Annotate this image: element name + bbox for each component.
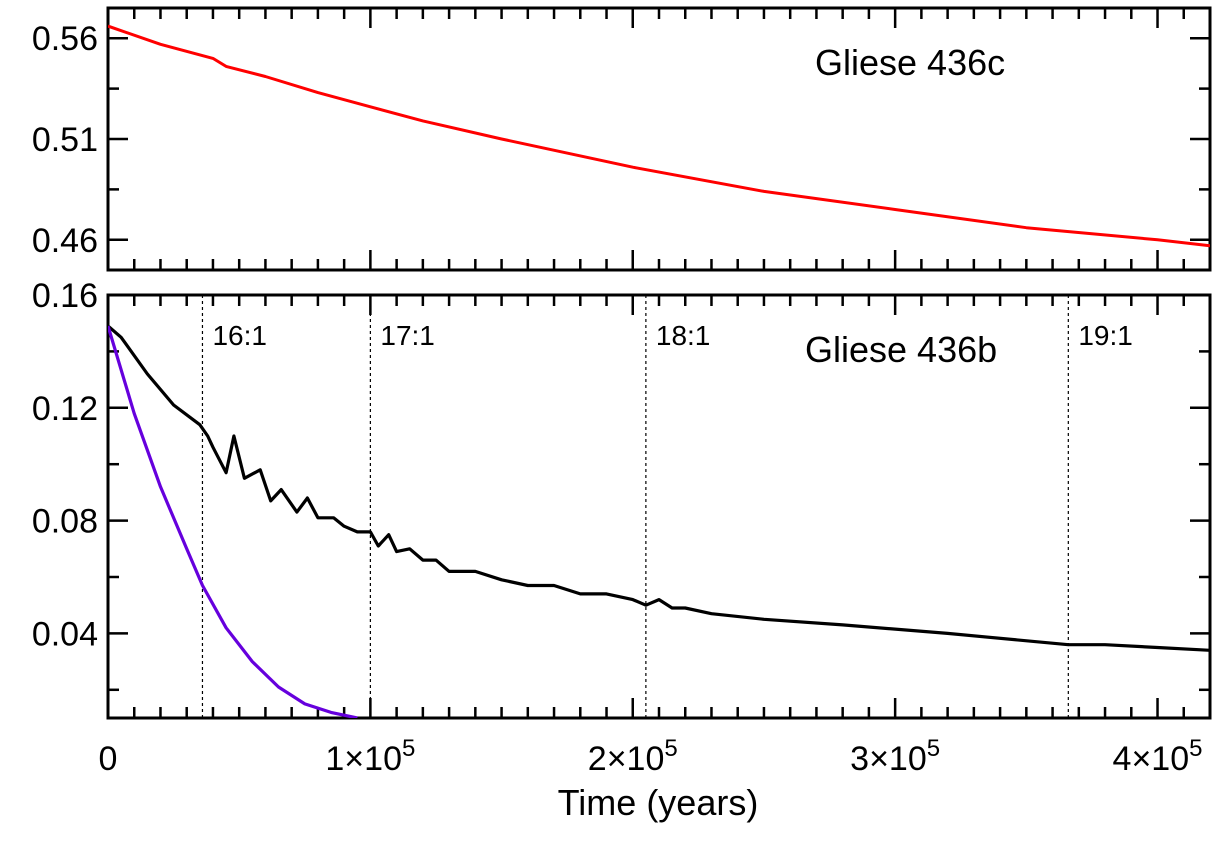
x-tick-label: 3×105 <box>850 735 940 778</box>
x-tick-label: 0 <box>99 740 118 778</box>
x-tick-label: 1×105 <box>325 735 415 778</box>
y-tick-label: 0.46 <box>32 222 98 260</box>
series-line-0 <box>108 24 1210 248</box>
resonance-label: 19:1 <box>1078 320 1133 351</box>
y-tick-label: 0.51 <box>32 121 98 159</box>
x-axis-label: Time (years) <box>558 782 759 823</box>
panel-annotation: Gliese 436c <box>815 42 1005 83</box>
bottom-panel: 0.04 0.08 0.12 0.16 0 1×105 2×105 3×105 4×105 16:… <box>32 277 1212 778</box>
x-tick-label: 4×105 <box>1113 735 1203 778</box>
y-tick-label: 0.04 <box>32 615 98 653</box>
series-line-1 <box>108 325 358 718</box>
series-line-0 <box>108 324 1210 652</box>
panel-annotation: Gliese 436b <box>805 329 997 370</box>
y-tick-label: 0.12 <box>32 390 98 428</box>
y-tick-label: 0.56 <box>32 20 98 58</box>
y-tick-label: 0.08 <box>32 503 98 541</box>
top-panel: 0.46 0.51 0.56 Gliese 436c <box>32 6 1212 272</box>
resonance-label: 16:1 <box>212 320 267 351</box>
plot-frame <box>106 293 1212 720</box>
resonance-label: 17:1 <box>380 320 435 351</box>
y-tick-label: 0.16 <box>32 277 98 315</box>
x-tick-label: 2×105 <box>588 735 678 778</box>
resonance-label: 18:1 <box>656 320 711 351</box>
